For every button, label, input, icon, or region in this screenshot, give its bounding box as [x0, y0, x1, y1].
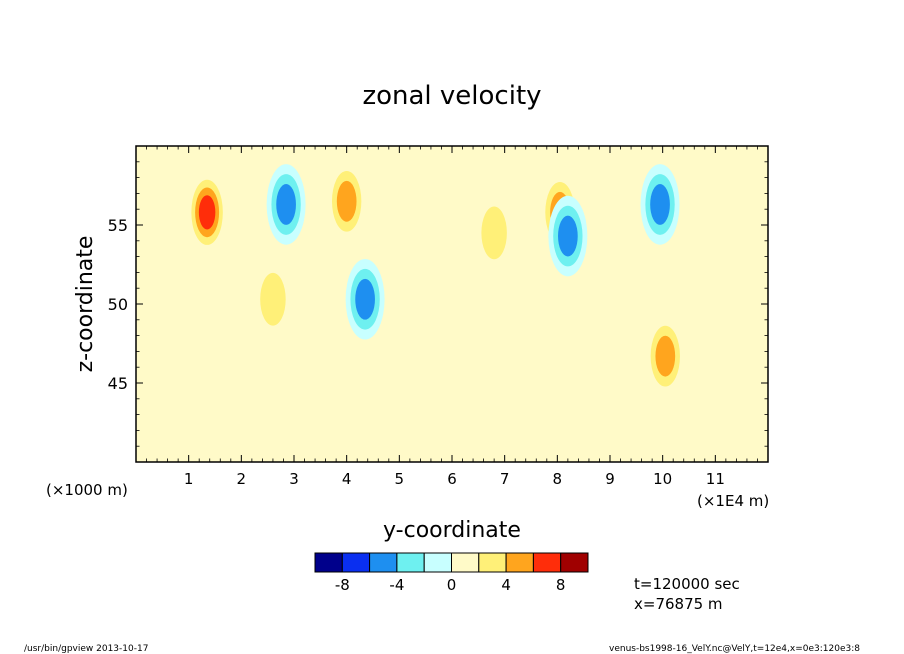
x-tick-label: 9: [605, 470, 615, 488]
x-tick-label: 3: [289, 470, 299, 488]
footer-right: venus-bs1998-16_VelY.nc@VelY,t=12e4,x=0e…: [609, 644, 860, 654]
x-tick-label: 10: [653, 470, 672, 488]
annotation-time: t=120000 sec: [634, 575, 740, 593]
contour-features: [187, 161, 685, 397]
y-tick-label: 50: [108, 295, 128, 314]
annotation-x: x=76875 m: [634, 595, 723, 613]
y-tick-label: 45: [108, 374, 128, 393]
x-unit-right: (×1E4 m): [697, 492, 769, 510]
colorbar-swatch: [505, 552, 534, 573]
contour-feature: [276, 184, 296, 225]
colorbar-tick-label: -4: [389, 576, 404, 594]
contour-feature: [260, 272, 286, 326]
y-tick-label: 55: [108, 216, 128, 235]
x-tick-label: 5: [395, 470, 405, 488]
footer-left: /usr/bin/gpview 2013-10-17: [24, 644, 148, 654]
colorbar-tick-label: 0: [447, 576, 457, 594]
colorbar-swatch: [532, 552, 562, 573]
colorbar-swatch: [341, 552, 371, 573]
contour-feature: [655, 335, 676, 377]
x-tick-label: 4: [342, 470, 352, 488]
x-tick-label: 7: [500, 470, 510, 488]
colorbar: -8 -4 0 4 8: [314, 552, 589, 594]
colorbar-tick-label: -8: [335, 576, 350, 594]
chart-title: zonal velocity: [362, 81, 541, 111]
colorbar-swatch: [423, 552, 453, 573]
contour-feature: [558, 215, 578, 257]
y-axis-label: z-coordinate: [73, 236, 98, 373]
contour-feature: [198, 195, 216, 230]
x-tick-label: 8: [553, 470, 563, 488]
x-tick-label: 1: [184, 470, 194, 488]
colorbar-tick-label: 8: [556, 576, 566, 594]
colorbar-tick-label: 4: [501, 576, 511, 594]
x-tick-label: 11: [706, 470, 725, 488]
x-unit-left: (×1000 m): [46, 481, 128, 499]
colorbar-swatch: [478, 552, 507, 573]
contour-feature: [650, 184, 670, 225]
colorbar-swatch: [560, 552, 589, 573]
y-axis: 45 50 55: [108, 161, 768, 447]
contour-feature: [355, 278, 375, 320]
x-tick-label: 6: [447, 470, 457, 488]
colorbar-swatch: [369, 552, 398, 573]
x-tick-label: 2: [237, 470, 247, 488]
colorbar-swatch: [451, 552, 480, 573]
colorbar-swatch: [314, 552, 343, 573]
contour-feature: [481, 206, 507, 260]
x-axis-label: y-coordinate: [383, 518, 521, 543]
contour-feature: [336, 180, 357, 222]
x-axis: 1 2 3 4 5 6 7 8 9 10 11: [146, 146, 758, 488]
colorbar-swatch: [396, 552, 425, 573]
